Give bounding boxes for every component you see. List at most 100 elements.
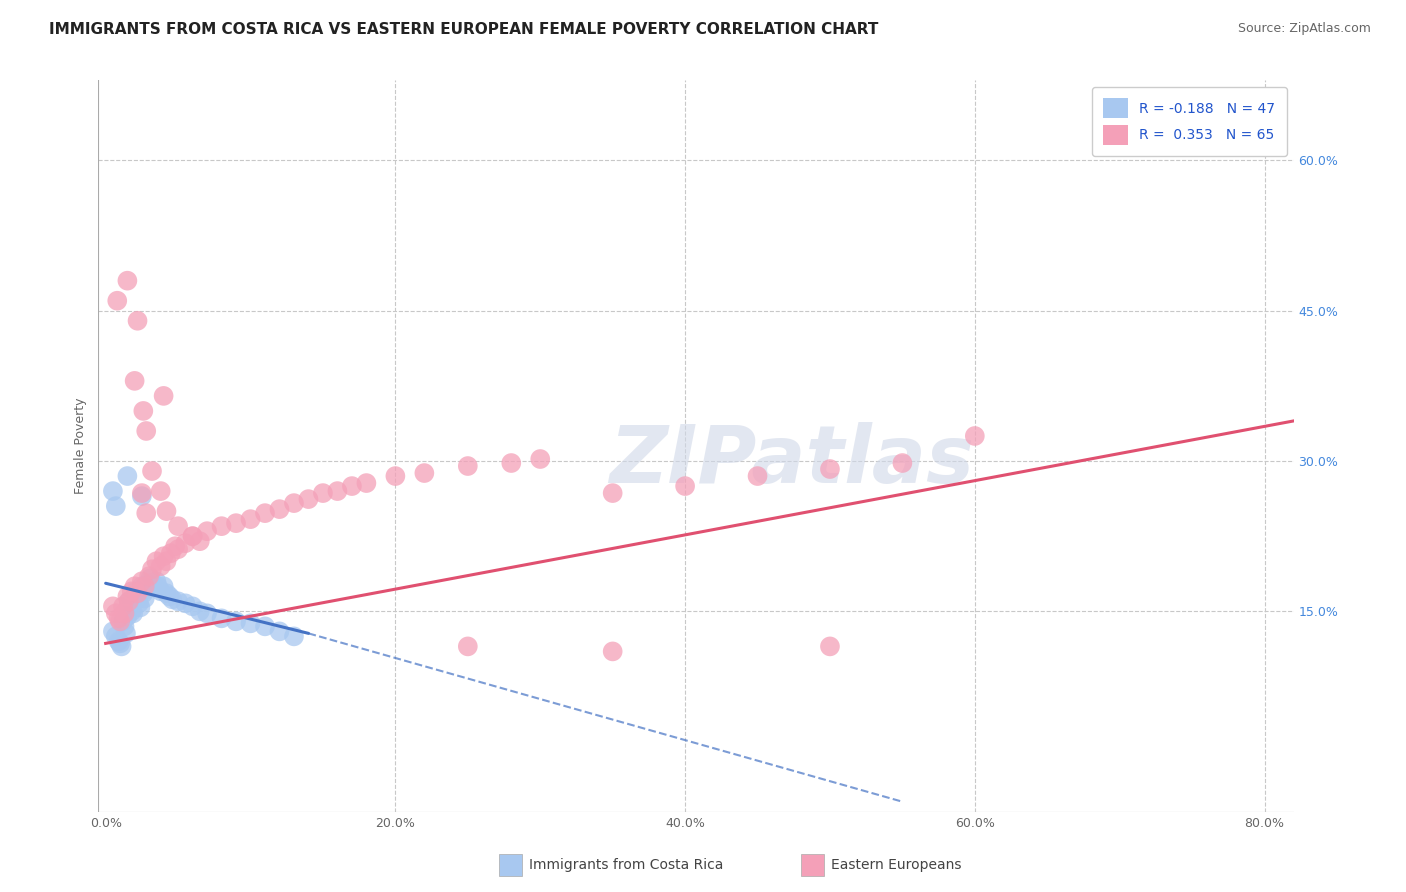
Point <box>117 274 139 288</box>
Point <box>128 596 150 610</box>
Point <box>356 476 378 491</box>
Text: Eastern Europeans: Eastern Europeans <box>831 858 962 871</box>
Point <box>135 582 157 597</box>
Point <box>747 469 769 483</box>
Text: Source: ZipAtlas.com: Source: ZipAtlas.com <box>1237 22 1371 36</box>
Point <box>101 484 124 499</box>
Point <box>174 536 197 550</box>
Point <box>124 579 146 593</box>
Point <box>131 574 153 589</box>
Point <box>891 456 914 470</box>
Point <box>138 576 160 591</box>
Point <box>117 609 139 624</box>
Text: ZIPatlas: ZIPatlas <box>609 422 974 500</box>
Text: IMMIGRANTS FROM COSTA RICA VS EASTERN EUROPEAN FEMALE POVERTY CORRELATION CHART: IMMIGRANTS FROM COSTA RICA VS EASTERN EU… <box>49 22 879 37</box>
Point <box>112 615 135 629</box>
Point <box>124 374 146 388</box>
Point <box>124 589 146 603</box>
Point <box>105 293 128 308</box>
Point <box>104 499 127 513</box>
Point <box>225 615 247 629</box>
Point <box>107 634 129 648</box>
Point <box>121 604 143 618</box>
Point <box>149 484 172 499</box>
Point <box>501 456 523 470</box>
Point <box>340 479 363 493</box>
Point <box>132 586 155 600</box>
Point <box>104 607 127 621</box>
Point <box>134 591 156 606</box>
Point <box>326 484 349 499</box>
Point <box>134 579 156 593</box>
Point <box>135 506 157 520</box>
Point <box>602 486 624 500</box>
Point <box>297 492 319 507</box>
Point <box>104 629 127 643</box>
Point <box>129 600 152 615</box>
Point <box>283 496 305 510</box>
Point <box>195 607 218 621</box>
Point <box>146 579 169 593</box>
Point <box>167 594 190 608</box>
Point <box>118 594 141 608</box>
Point <box>181 529 204 543</box>
Point <box>110 640 132 654</box>
Point <box>138 569 160 583</box>
Point <box>127 592 149 607</box>
Point <box>127 314 149 328</box>
Point <box>117 469 139 483</box>
Point <box>211 519 233 533</box>
Point <box>211 611 233 625</box>
Point <box>131 489 153 503</box>
Point <box>152 389 174 403</box>
Point <box>253 506 276 520</box>
Point <box>152 549 174 564</box>
Point <box>818 462 841 476</box>
Point <box>132 404 155 418</box>
Point <box>181 529 204 543</box>
Point <box>125 584 148 599</box>
Point <box>818 640 841 654</box>
Point <box>384 469 406 483</box>
Point <box>149 559 172 574</box>
Y-axis label: Female Poverty: Female Poverty <box>73 398 87 494</box>
Point <box>167 519 190 533</box>
Point <box>108 615 131 629</box>
Point <box>165 539 187 553</box>
Point <box>457 458 479 473</box>
Point <box>188 604 211 618</box>
Point <box>122 607 145 621</box>
Point <box>145 574 167 589</box>
Point <box>120 599 142 614</box>
Point <box>167 542 190 557</box>
Point <box>413 466 436 480</box>
Point <box>145 554 167 568</box>
Point <box>157 589 180 603</box>
Point <box>112 599 135 614</box>
Point <box>142 578 165 592</box>
Text: Immigrants from Costa Rica: Immigrants from Costa Rica <box>529 858 723 871</box>
Point <box>269 502 291 516</box>
Point <box>283 629 305 643</box>
Point <box>141 464 163 478</box>
Point <box>115 626 138 640</box>
Point <box>101 599 124 614</box>
Point <box>963 429 986 443</box>
Point <box>141 562 163 576</box>
Point <box>131 579 153 593</box>
Point <box>114 619 136 633</box>
Point <box>139 571 162 585</box>
Point <box>239 616 262 631</box>
Point <box>602 644 624 658</box>
Point <box>121 584 143 599</box>
Point <box>162 592 184 607</box>
Point <box>155 586 177 600</box>
Legend: R = -0.188   N = 47, R =  0.353   N = 65: R = -0.188 N = 47, R = 0.353 N = 65 <box>1092 87 1286 156</box>
Point <box>135 424 157 438</box>
Point <box>118 594 141 608</box>
Point <box>108 636 131 650</box>
Point <box>225 516 247 530</box>
Point <box>117 589 139 603</box>
Point <box>131 486 153 500</box>
Point <box>673 479 696 493</box>
